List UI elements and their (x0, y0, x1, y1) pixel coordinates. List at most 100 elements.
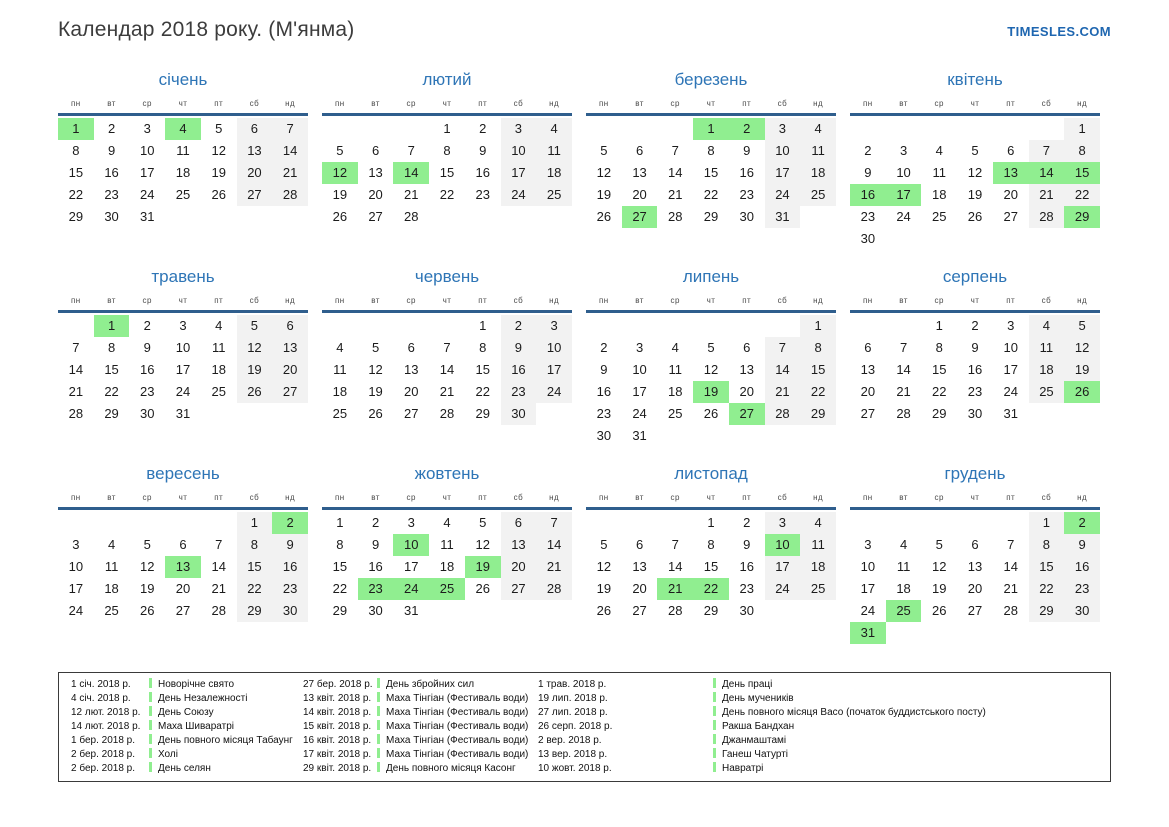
day-cell: 23 (739, 187, 754, 202)
legend-name-text: Новорічне свято (158, 679, 235, 690)
day-cell: 18 (1028, 359, 1065, 381)
weekday-label: пт (742, 296, 752, 305)
day-cell: 12 (236, 337, 273, 359)
day-cell: 3 (864, 537, 872, 552)
day-cell: 23 (272, 578, 308, 600)
weekday-label: пт (478, 296, 488, 305)
holiday-marker-icon (713, 678, 716, 688)
holiday-marker-icon (149, 762, 152, 772)
day-cell: 15 (475, 362, 490, 377)
day-cell: 10 (393, 534, 430, 556)
day-cell: 19 (932, 581, 947, 596)
weekday-rule (850, 507, 1100, 510)
day-cell: 30 (739, 603, 754, 618)
day-cell: 6 (864, 340, 872, 355)
day-cell: 6 (971, 537, 979, 552)
day-cell: 24 (140, 187, 155, 202)
day-cell: 4 (107, 537, 116, 552)
weekday-label: нд (813, 296, 824, 305)
day-cell: 29 (68, 209, 84, 224)
legend-name-text: День повного місяця Васо (початок буддис… (722, 707, 986, 718)
day-cell: 2 (143, 318, 151, 333)
legend-name: День Незалежності (149, 692, 303, 706)
weekday-label: пт (214, 296, 224, 305)
weekday-label: сб (513, 493, 524, 502)
weekday-label: сб (513, 99, 524, 108)
day-cell: 29 (703, 209, 719, 224)
day-cell: 30 (140, 406, 155, 421)
day-cell: 9 (500, 337, 537, 359)
empty-day-cell (993, 622, 1029, 644)
day-cell: 9 (143, 340, 151, 355)
empty-day-cell (957, 228, 993, 250)
day-cell: 25 (668, 406, 683, 421)
empty-day-cell (358, 118, 394, 140)
day-cell: 28 (272, 184, 308, 206)
holiday-marker-icon (149, 692, 152, 702)
day-cell: 17 (764, 162, 801, 184)
day-cell: 20 (368, 187, 383, 202)
weekday-label: чт (178, 296, 188, 305)
day-cell: 22 (439, 187, 455, 202)
weekday-label: нд (1077, 99, 1088, 108)
days-grid: 1 2 3 4 5 6 7 8 9 10 11 12 13 14 15 16 17 18 19 20 21 22 23 24 2… (586, 512, 836, 622)
empty-day-cell (1064, 403, 1100, 425)
weekday-label: сб (249, 99, 260, 108)
weekday-label: ср (670, 493, 680, 502)
legend-date: 10 жовт. 2018 р. (538, 763, 612, 774)
legend-name-text: Холі (158, 749, 178, 760)
weekday-header: пн вт ср чт пт сб нд (322, 293, 572, 308)
day-cell: 13 (632, 559, 647, 574)
day-cell: 22 (693, 578, 729, 600)
empty-day-cell (765, 600, 801, 622)
day-cell: 17 (860, 581, 876, 596)
empty-day-cell (886, 228, 922, 250)
weekday-label: пт (1006, 493, 1016, 502)
weekday-label: вт (635, 493, 644, 502)
day-cell: 7 (215, 537, 223, 552)
day-cell: 27 (404, 406, 419, 421)
empty-day-cell (586, 512, 622, 534)
day-cell: 16 (475, 165, 490, 180)
legend-name-text: Маха Тінгіан (Фестиваль води) (386, 721, 529, 732)
legend-name-text: Маха Тінгіан (Фестиваль води) (386, 749, 529, 760)
empty-day-cell (1029, 118, 1065, 140)
weekday-label: пн (70, 493, 81, 502)
day-cell: 22 (1064, 184, 1100, 206)
weekday-label: пн (70, 296, 81, 305)
day-cell: 26 (703, 406, 719, 421)
weekday-label: чт (442, 296, 452, 305)
holiday-marker-icon (377, 678, 380, 688)
empty-day-cell (886, 622, 922, 644)
day-cell: 4 (800, 118, 836, 140)
day-cell: 8 (443, 143, 451, 158)
day-cell: 28 (404, 209, 419, 224)
weekday-header: пн вт ср чт пт сб нд (586, 293, 836, 308)
days-grid: 1 2 3 4 5 6 7 8 9 10 11 12 13 14 15 16 17 18 19 20 21 22 23 24 2… (58, 118, 308, 228)
day-cell: 29 (104, 406, 119, 421)
empty-day-cell (921, 512, 957, 534)
legend-name: Ганеш Чатурті (713, 748, 1104, 762)
day-cell: 7 (671, 143, 679, 158)
legend-date: 17 квіт. 2018 р. (303, 749, 372, 760)
day-cell: 14 (211, 559, 226, 574)
day-cell: 25 (104, 603, 119, 618)
day-cell: 14 (668, 559, 683, 574)
holiday-marker-icon (377, 692, 380, 702)
weekday-header: пн вт ср чт пт сб нд (850, 293, 1100, 308)
day-cell: 8 (1064, 140, 1100, 162)
empty-day-cell (201, 512, 237, 534)
site-link[interactable]: TIMESLES.COM (1007, 24, 1111, 39)
holiday-marker-icon (149, 706, 152, 716)
empty-day-cell (237, 403, 273, 425)
day-cell: 29 (236, 600, 273, 622)
legend-name: Маха Тінгіан (Фестиваль води) (377, 734, 538, 748)
day-cell: 12 (596, 559, 612, 574)
page-header: Календар 2018 року. (М'янма) TIMESLES.CO… (58, 18, 1111, 42)
day-cell: 24 (536, 381, 572, 403)
day-cell: 21 (1003, 581, 1018, 596)
day-cell: 2 (500, 315, 537, 337)
day-cell: 27 (1003, 209, 1018, 224)
legend-name: День праці (713, 678, 1104, 692)
day-cell: 24 (860, 603, 876, 618)
